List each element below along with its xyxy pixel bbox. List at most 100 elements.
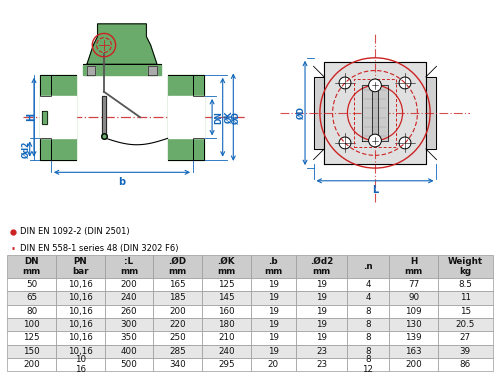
Text: 200: 200 xyxy=(24,360,40,369)
Bar xyxy=(154,291,202,305)
Text: ØK: ØK xyxy=(225,111,234,124)
Text: 260: 260 xyxy=(120,307,138,316)
Bar xyxy=(202,255,250,278)
Text: 150: 150 xyxy=(24,347,40,356)
Text: 285: 285 xyxy=(170,347,186,356)
Bar xyxy=(296,344,346,358)
Text: 15: 15 xyxy=(460,307,471,316)
Text: 77: 77 xyxy=(408,280,420,289)
Text: 295: 295 xyxy=(218,360,234,369)
Text: 23: 23 xyxy=(316,360,327,369)
Polygon shape xyxy=(168,75,193,160)
Bar xyxy=(56,331,104,344)
Text: 185: 185 xyxy=(170,294,186,302)
Bar xyxy=(154,318,202,331)
Bar xyxy=(346,344,390,358)
Text: 240: 240 xyxy=(218,347,234,356)
Bar xyxy=(390,305,438,318)
Text: 8.5: 8.5 xyxy=(458,280,472,289)
Text: DN
mm: DN mm xyxy=(22,257,41,276)
Bar xyxy=(154,344,202,358)
Text: ØD: ØD xyxy=(231,111,240,124)
Bar xyxy=(104,291,154,305)
Bar xyxy=(346,331,390,344)
Bar xyxy=(250,331,296,344)
Text: 19: 19 xyxy=(268,320,279,329)
Bar xyxy=(438,305,492,318)
Text: DIN EN 558-1 series 48 (DIN 3202 F6): DIN EN 558-1 series 48 (DIN 3202 F6) xyxy=(20,244,179,253)
Bar xyxy=(154,358,202,371)
Bar xyxy=(250,344,296,358)
Polygon shape xyxy=(42,111,46,124)
Bar xyxy=(202,358,250,371)
Bar xyxy=(8,358,56,371)
Text: Ød2: Ød2 xyxy=(22,140,31,158)
Bar xyxy=(56,305,104,318)
Bar xyxy=(346,278,390,291)
Text: 109: 109 xyxy=(406,307,422,316)
Text: b: b xyxy=(118,177,126,186)
Bar xyxy=(202,305,250,318)
Polygon shape xyxy=(193,75,203,160)
Polygon shape xyxy=(426,77,436,149)
Text: 200: 200 xyxy=(120,280,138,289)
Bar xyxy=(438,255,492,278)
Text: 19: 19 xyxy=(268,294,279,302)
Text: 19: 19 xyxy=(316,333,327,343)
Bar xyxy=(8,291,56,305)
Text: .ØK
mm: .ØK mm xyxy=(217,257,236,276)
Text: 19: 19 xyxy=(268,333,279,343)
Text: 20.5: 20.5 xyxy=(456,320,475,329)
Bar xyxy=(8,318,56,331)
Text: 90: 90 xyxy=(408,294,419,302)
Text: 4: 4 xyxy=(366,280,371,289)
Text: 19: 19 xyxy=(268,307,279,316)
Polygon shape xyxy=(324,62,426,164)
Bar xyxy=(390,358,438,371)
Text: 300: 300 xyxy=(120,320,138,329)
Bar xyxy=(346,305,390,318)
Text: 50: 50 xyxy=(26,280,38,289)
Text: 220: 220 xyxy=(170,320,186,329)
Polygon shape xyxy=(102,96,106,138)
Text: 350: 350 xyxy=(120,333,138,343)
Polygon shape xyxy=(193,96,203,138)
Bar xyxy=(438,358,492,371)
Bar xyxy=(296,255,346,278)
Text: 210: 210 xyxy=(218,333,234,343)
Circle shape xyxy=(368,79,382,92)
Text: Weight
kg: Weight kg xyxy=(448,257,483,276)
Text: 27: 27 xyxy=(460,333,471,343)
Text: 160: 160 xyxy=(218,307,234,316)
Bar xyxy=(104,318,154,331)
Polygon shape xyxy=(87,24,157,64)
Text: .n: .n xyxy=(363,262,373,271)
Bar xyxy=(250,318,296,331)
Text: 250: 250 xyxy=(170,333,186,343)
Bar xyxy=(8,344,56,358)
Bar xyxy=(438,291,492,305)
Text: 4: 4 xyxy=(366,294,371,302)
Text: 10
16: 10 16 xyxy=(75,355,86,372)
Text: 86: 86 xyxy=(460,360,471,369)
Bar xyxy=(202,278,250,291)
Text: 8: 8 xyxy=(365,333,371,343)
Text: :L
mm: :L mm xyxy=(120,257,138,276)
Text: H
mm: H mm xyxy=(404,257,423,276)
Bar xyxy=(8,305,56,318)
Bar xyxy=(104,358,154,371)
Bar xyxy=(438,344,492,358)
Text: 8: 8 xyxy=(365,307,371,316)
Bar xyxy=(56,291,104,305)
Bar xyxy=(202,318,250,331)
Circle shape xyxy=(339,137,351,149)
Polygon shape xyxy=(148,66,157,75)
Bar xyxy=(390,318,438,331)
Circle shape xyxy=(399,77,411,89)
Bar xyxy=(390,291,438,305)
Bar xyxy=(250,255,296,278)
Bar xyxy=(296,305,346,318)
Text: 19: 19 xyxy=(316,320,327,329)
Bar xyxy=(56,358,104,371)
Bar xyxy=(154,278,202,291)
